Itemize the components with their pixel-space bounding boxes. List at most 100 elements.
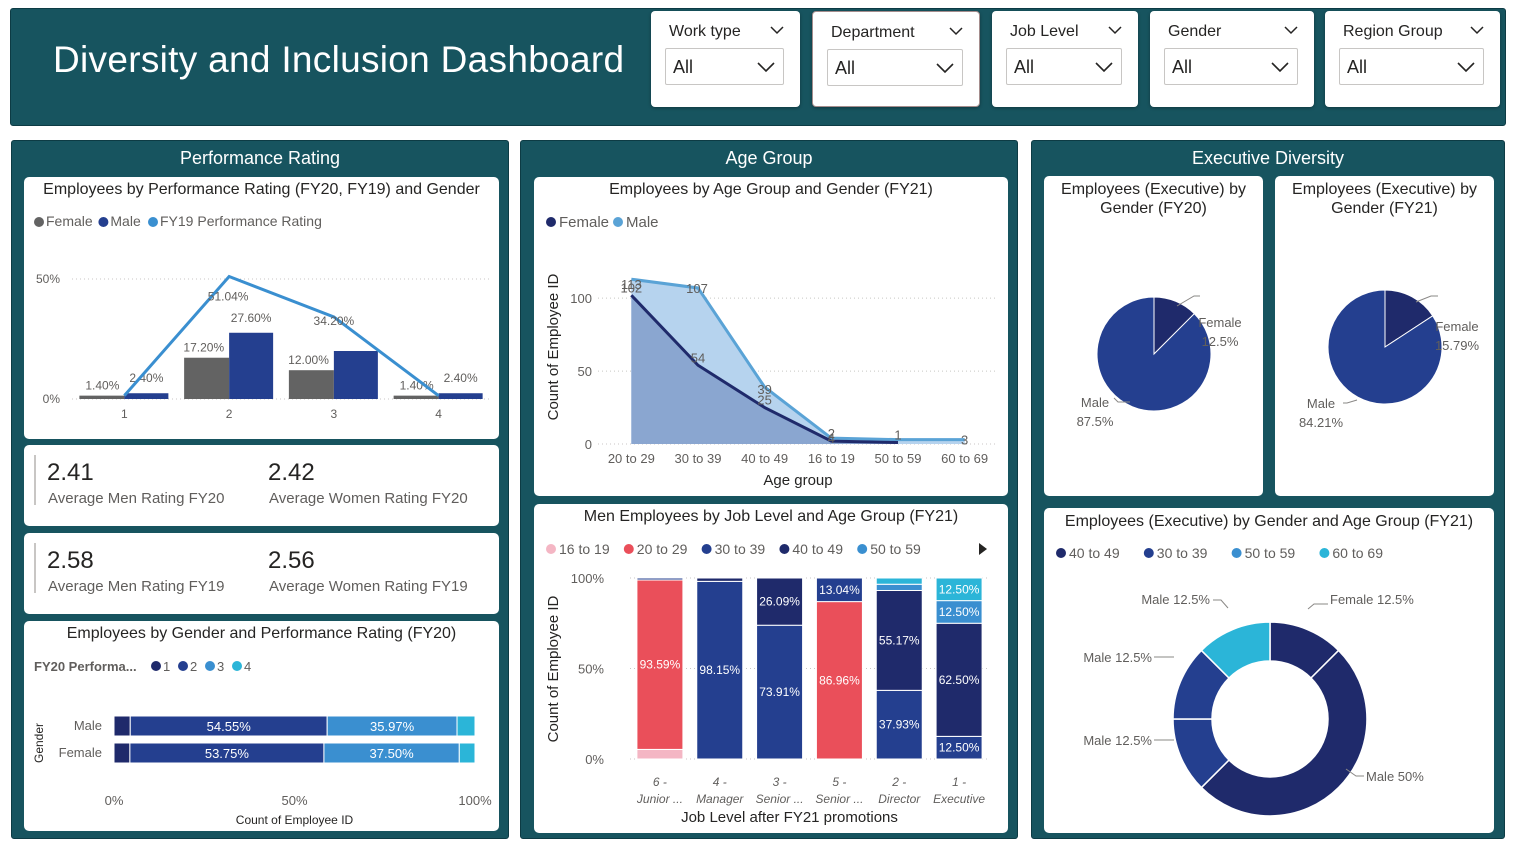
donut-leader-line [1307,603,1328,610]
female-line [630,294,899,445]
exec-fy21-card[interactable]: Employees (Executive) by Gender (FY21) F… [1275,176,1494,496]
x-tick-label: Senior ... [815,792,863,806]
x-tick-label: 0% [105,793,124,808]
x-tick-label: 2 [226,407,233,421]
data-label: 37.50% [370,746,415,761]
gender-perf-card[interactable]: Employees by Gender and Performance Rati… [24,621,499,831]
data-label: 62.50% [939,673,980,687]
legend-next-arrow [979,543,987,555]
legend-item: Female [559,214,609,231]
x-tick-label: 2 - [891,775,906,789]
stack-segment [875,689,923,760]
chevron-down-icon[interactable] [770,23,784,37]
legend-item: Male [626,214,659,231]
legend-marker [1056,548,1066,558]
data-label: 12.00% [288,353,329,367]
kpi-women-fy19-label: Average Women Rating FY19 [269,578,468,595]
stack-segment [756,624,804,760]
category-label: Male [74,718,102,733]
chevron-down-icon [1271,62,1289,73]
chevron-down-icon[interactable] [1284,23,1298,37]
chevron-down-icon[interactable] [949,24,963,38]
pie-slice [1384,289,1434,348]
x-axis-label: Age group [763,472,832,489]
donut-label: Male 12.5% [1141,592,1210,607]
stack-segment [636,748,684,760]
exec-fy20-pie[interactable]: Female 12.5% Male 87.5% [1044,176,1263,496]
chevron-down-icon[interactable] [1108,23,1122,37]
male-label: 3 [961,433,968,448]
age-chart[interactable]: Female Male 0 50 100 20 to 29 30 to 39 40 to 49… [534,177,1008,496]
slicer-job-level[interactable]: Job Level All [992,11,1138,107]
exec-age-card[interactable]: Employees (Executive) by Gender and Age … [1044,508,1494,833]
joblevel-chart[interactable]: 16 to 19 20 to 29 30 to 39 40 to 49 50 to 59… [534,504,1008,833]
stack-segment [935,622,983,737]
female-label: 102 [620,280,642,295]
legend-marker [232,661,242,671]
exec-age-title: Employees (Executive) by Gender and Age … [1064,513,1474,530]
slicer-dropdown[interactable]: All [1339,48,1484,85]
data-label: 37.93% [879,718,920,732]
bar-male [229,332,274,399]
gender-perf-chart[interactable]: FY20 Performa... 1 2 3 4 0% 50% 100% Count of Em… [24,621,499,831]
x-tick-label: Director [878,792,921,806]
x-tick-label: 50 to 59 [875,451,922,466]
legend-marker [1319,548,1330,558]
male-label: 113 [621,277,642,292]
x-tick-label: 4 - [713,775,727,789]
chevron-down-icon[interactable] [1470,23,1484,37]
kpi-men-fy20-label: Average Men Rating FY20 [48,490,225,507]
slicer-dropdown[interactable]: All [827,49,963,86]
slicer-region-group[interactable]: Region Group All [1325,11,1500,107]
legend-item: 50 to 59 [1245,545,1296,561]
slicer-work-type[interactable]: Work type All [651,11,800,107]
female-label: 2 [828,426,835,441]
kpi-card-fy19: 2.58 Average Men Rating FY19 2.56 Averag… [24,533,499,614]
y-tick-label: 50% [36,272,60,286]
pie-slice [1327,289,1443,405]
exec-fy21-pie[interactable]: Female 15.79% Male 84.21% [1275,176,1494,496]
data-label: 12.50% [939,741,980,755]
exec-age-donut[interactable]: 40 to 49 30 to 39 50 to 59 60 to 69 Female 1… [1044,508,1494,833]
stack-segment [815,601,863,760]
data-label: 26.09% [759,595,800,609]
slicer-dropdown[interactable]: All [1006,48,1122,85]
performance-section-title: Performance Rating [179,148,341,168]
y-tick-label: 50 [578,364,592,379]
kpi-women-fy20-value: 2.42 [268,459,315,486]
male-label: 107 [686,281,708,296]
data-label: 54.55% [207,719,252,734]
kpi-men-fy19-value: 2.58 [47,547,94,574]
slicer-label: Work type [669,23,741,40]
exec-fy21-title: Employees (Executive) by Gender (FY21) [1292,181,1477,217]
slicer-dropdown[interactable]: All [665,48,784,85]
slicer-dropdown[interactable]: All [1164,48,1298,85]
bar-female [184,357,230,399]
x-axis-label: Job Level after FY21 promotions [681,809,898,826]
legend-marker [613,217,623,227]
perf-chart-card[interactable]: Employees by Performance Rating (FY20, F… [24,177,499,439]
data-label: 1.40% [85,379,119,393]
pie-label: 87.5% [1077,414,1114,429]
slicer-value: All [1172,57,1193,77]
age-section: Age Group Employees by Age Group and Gen… [520,140,1018,839]
x-tick-label: 20 to 29 [608,451,655,466]
joblevel-chart-card[interactable]: Men Employees by Job Level and Age Group… [534,504,1008,833]
y-tick-label: 0% [585,752,604,767]
perf-chart[interactable]: Female Male FY19 Performance Rating0%50%11… [24,177,499,439]
age-chart-card[interactable]: Employees by Age Group and Gender (FY21)… [534,177,1008,496]
stack-segment [875,589,923,691]
female-label: 54 [691,350,705,365]
x-tick-label: 100% [458,793,492,808]
data-label: 73.91% [759,685,800,699]
slicer-gender[interactable]: Gender All [1150,11,1314,107]
legend-item: 60 to 69 [1332,545,1383,561]
slicer-department[interactable]: Department All [812,11,980,107]
legend-marker [151,661,161,671]
line-label: 34.20% [314,314,355,328]
data-label: 13.04% [819,583,860,597]
female-label: 1 [894,428,901,443]
joblevel-chart-title: Men Employees by Job Level and Age Group… [583,508,959,525]
legend-item: 30 to 39 [1157,545,1208,561]
exec-fy20-card[interactable]: Employees (Executive) by Gender (FY20) F… [1044,176,1263,496]
